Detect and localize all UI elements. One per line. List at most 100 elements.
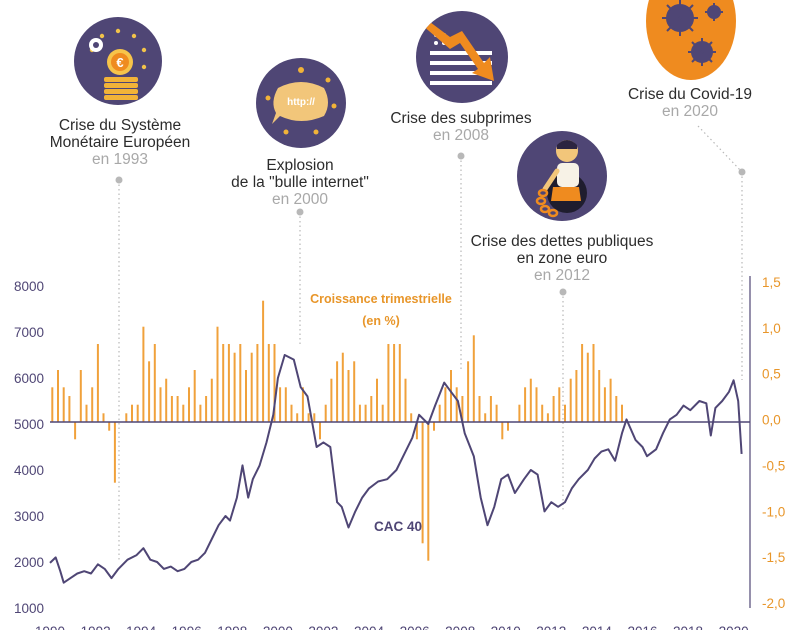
falling-flag-chart-icon	[416, 11, 508, 103]
growth-bar	[433, 422, 435, 431]
x-axis-tick-label: 2000	[263, 624, 293, 630]
growth-bar	[142, 326, 145, 422]
growth-bar	[507, 422, 509, 431]
growth-bar	[102, 413, 105, 422]
growth-bar	[370, 396, 373, 422]
euro-coins-icon: €	[74, 17, 162, 105]
growth-bar	[85, 404, 88, 422]
x-axis-tick-label: 1998	[217, 624, 247, 630]
growth-bar	[222, 344, 225, 422]
right-axis-tick-label: 0,0	[762, 413, 781, 428]
annotation-2008: Crise des subprimes en 2008	[371, 110, 551, 144]
growth-bar	[581, 344, 584, 422]
bar-series-label-line2: (en %)	[362, 314, 400, 328]
growth-bar	[529, 378, 532, 422]
growth-bar	[262, 300, 265, 422]
growth-bar	[176, 396, 179, 422]
left-axis-tick-label: 4000	[14, 463, 44, 478]
annotation-2012-title-2: en zone euro	[516, 250, 608, 267]
growth-bar	[472, 335, 475, 422]
growth-bar	[170, 396, 173, 422]
leader-line	[697, 125, 743, 173]
annotation-2012-year: en 2012	[533, 267, 591, 284]
cac40-line	[49, 354, 743, 584]
growth-bar	[444, 387, 447, 422]
growth-bar	[341, 352, 344, 422]
left-axis-tick-label: 7000	[14, 325, 44, 340]
growth-bar	[273, 344, 276, 422]
growth-bars	[51, 300, 623, 561]
growth-bar	[387, 344, 390, 422]
growth-bar	[438, 404, 441, 422]
growth-bar	[558, 387, 561, 422]
svg-text:http://: http://	[287, 97, 315, 108]
leader-dot	[115, 176, 123, 184]
left-axis-tick-label: 6000	[14, 371, 44, 386]
growth-bar	[205, 396, 208, 422]
growth-bar	[256, 344, 259, 422]
x-axis-tick-label: 2014	[582, 624, 613, 630]
growth-bar	[603, 387, 606, 422]
bar-series-label-line1: Croissance trimestrielle	[310, 292, 452, 306]
growth-bar	[233, 352, 236, 422]
growth-bar	[621, 404, 623, 422]
annotation-1993-year: en 1993	[91, 151, 149, 168]
growth-bar	[609, 378, 612, 422]
growth-bar	[484, 413, 487, 422]
growth-bar	[284, 387, 287, 422]
http-bubble-icon: http://	[256, 58, 346, 148]
growth-bar	[153, 344, 156, 422]
annotation-1993-title-2: Monétaire Européen	[49, 134, 191, 151]
growth-bar	[347, 370, 350, 422]
leader-dot	[559, 288, 567, 296]
growth-bar	[324, 404, 327, 422]
growth-bar	[267, 344, 270, 422]
growth-bar	[193, 370, 196, 422]
leader-dot	[457, 152, 465, 160]
right-axis-tick-label: -1,5	[762, 550, 785, 565]
leader-dot	[296, 208, 304, 216]
left-axis-tick-label: 3000	[14, 509, 44, 524]
growth-bar	[108, 422, 111, 431]
growth-bar	[210, 378, 213, 422]
growth-bar	[478, 396, 481, 422]
growth-bar	[541, 404, 544, 422]
x-axis-ticks: 1990 1992 1994 1996 1998 2000 2002 2004 2006 2008…	[35, 624, 749, 630]
growth-bar	[68, 396, 71, 422]
x-axis-tick-label: 2020	[719, 624, 749, 630]
right-axis-tick-label: -1,0	[762, 504, 785, 519]
growth-bar	[250, 352, 253, 422]
growth-bar	[279, 387, 282, 422]
growth-bar	[239, 344, 242, 422]
growth-bar	[546, 413, 549, 422]
growth-bar	[381, 404, 384, 422]
growth-bar	[364, 404, 367, 422]
growth-bar	[290, 404, 293, 422]
growth-bar	[57, 370, 59, 422]
right-axis-tick-label: -0,5	[762, 458, 785, 473]
annotation-2000: Explosion de la "bulle internet" en 2000	[200, 157, 400, 208]
left-axis-tick-label: 5000	[14, 417, 44, 432]
annotation-2000-title-1: Explosion	[266, 157, 334, 174]
annotation-1993: Crise du Système Monétaire Européen en 1…	[0, 117, 240, 168]
left-axis-tick-label: 2000	[14, 555, 44, 570]
chained-man-icon	[517, 131, 607, 221]
growth-bar	[165, 378, 168, 422]
x-axis-tick-label: 2004	[354, 624, 385, 630]
left-axis-tick-label: 1000	[14, 601, 44, 616]
x-axis-tick-label: 2002	[308, 624, 338, 630]
growth-bar	[159, 387, 162, 422]
growth-bar	[182, 404, 185, 422]
growth-bar	[319, 422, 321, 440]
growth-bar	[393, 344, 396, 422]
growth-bar	[358, 404, 361, 422]
right-axis-tick-label: -2,0	[762, 596, 785, 611]
growth-bar	[188, 387, 190, 422]
growth-bar	[404, 378, 407, 422]
growth-bar	[296, 413, 299, 422]
right-axis-ticks: -2,0 -1,5 -1,0 -0,5 0,0 0,5 1,0 1,5	[762, 275, 785, 611]
growth-bar	[592, 344, 595, 422]
growth-bar	[96, 344, 99, 422]
x-axis-tick-label: 1990	[35, 624, 65, 630]
growth-bar	[376, 378, 378, 422]
